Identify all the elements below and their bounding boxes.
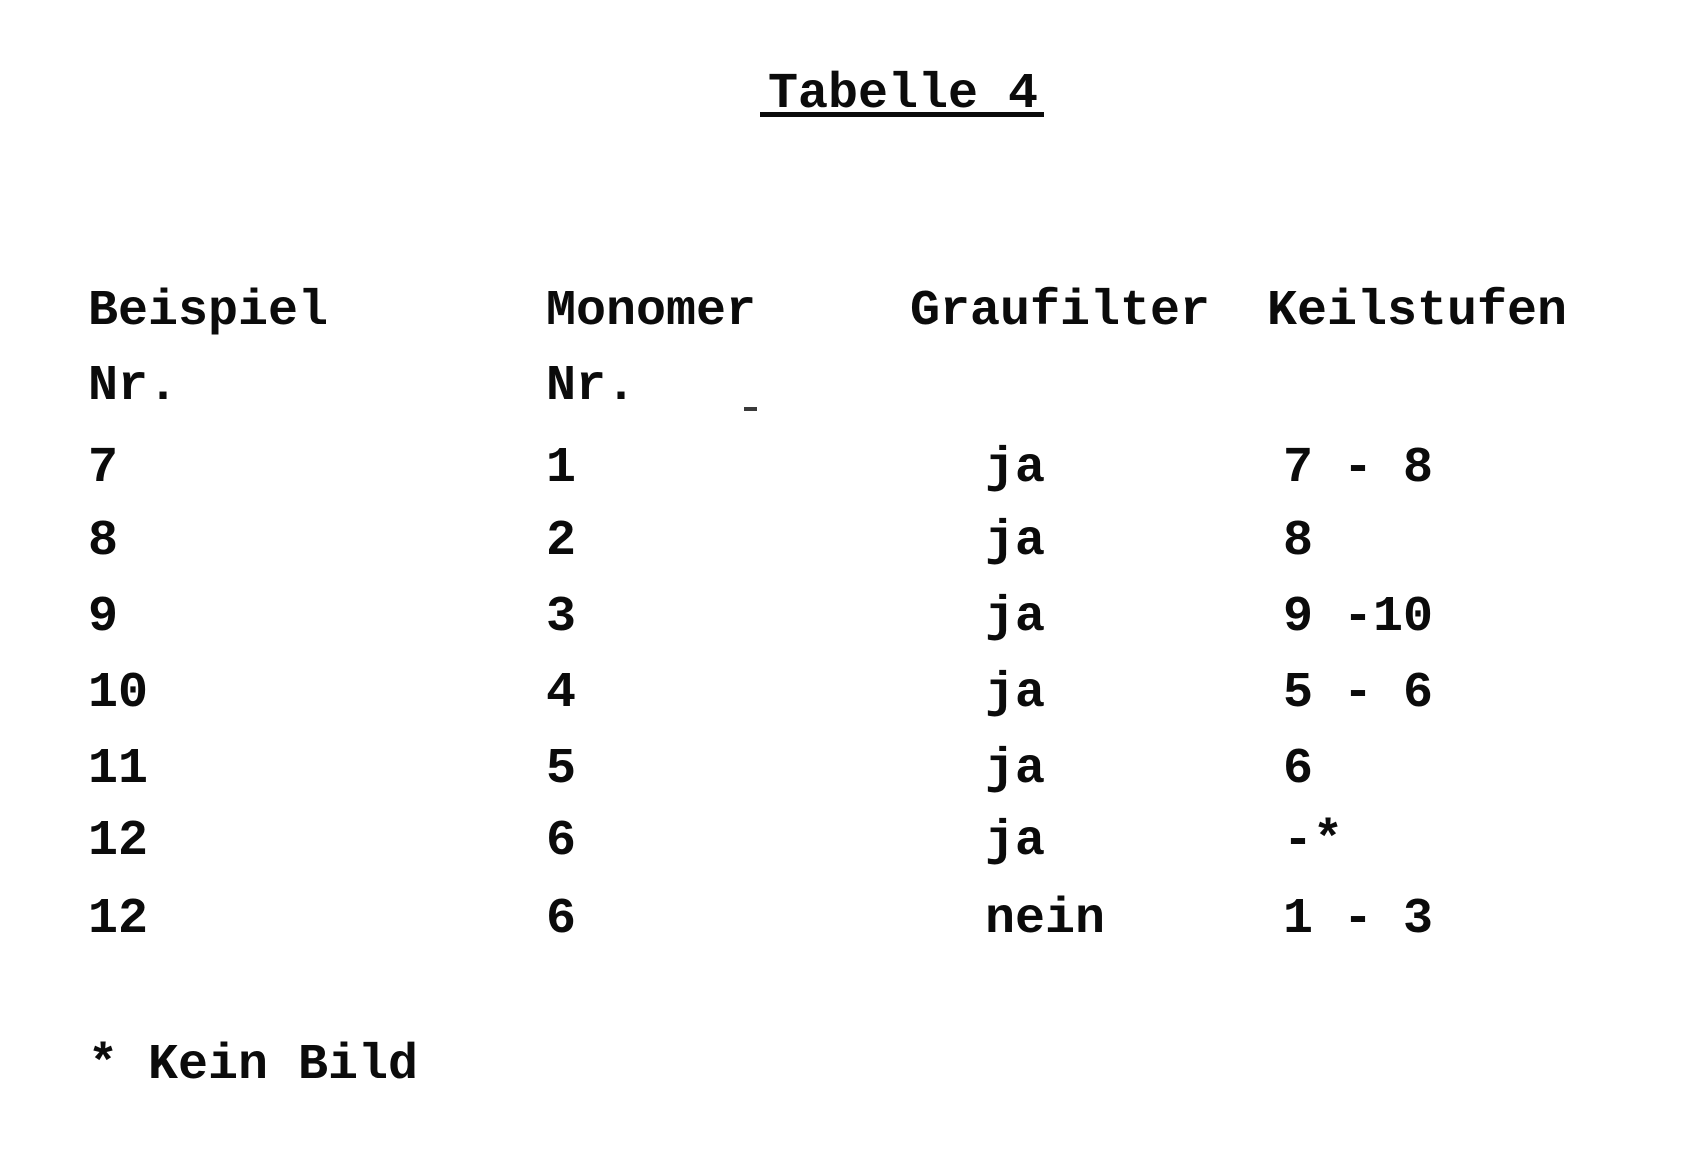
cell-graufilter: ja [985,513,1046,570]
cell-keilstufen: 9 -10 [1283,589,1434,646]
footnote: * Kein Bild [88,1037,419,1094]
cell-beispiel-nr: 12 [88,891,149,948]
cell-monomer-nr: 6 [546,813,577,870]
cell-keilstufen: 1 - 3 [1283,891,1434,948]
col-header-beispiel: Beispiel [88,283,329,340]
cell-graufilter: nein [985,891,1106,948]
cell-beispiel-nr: 11 [88,741,149,798]
col-header-monomer-nr: Nr. [546,358,637,415]
cell-keilstufen: 7 - 8 [1283,440,1434,497]
cell-monomer-nr: 2 [546,513,577,570]
table-header-row-line1: Beispiel Monomer Graufilter Keilstufen [0,287,1688,339]
cell-beispiel-nr: 10 [88,665,149,722]
col-header-monomer: Monomer [546,283,757,340]
cell-beispiel-nr: 7 [88,440,119,497]
cell-graufilter: ja [985,741,1046,798]
cell-graufilter: ja [985,589,1046,646]
cell-graufilter: ja [985,440,1046,497]
cell-keilstufen: 8 [1283,513,1314,570]
cell-keilstufen: 5 - 6 [1283,665,1434,722]
cell-beispiel-nr: 9 [88,589,119,646]
cell-graufilter: ja [985,813,1046,870]
scan-artifact-dash [744,407,757,411]
table-row: 8 2 ja 8 [0,517,1688,569]
cell-monomer-nr: 4 [546,665,577,722]
cell-monomer-nr: 5 [546,741,577,798]
title-underline [760,112,1044,117]
cell-graufilter: ja [985,665,1046,722]
table-row: 12 6 nein 1 - 3 [0,895,1688,947]
table-row: 11 5 ja 6 [0,745,1688,797]
cell-beispiel-nr: 8 [88,513,119,570]
table-row: 7 1 ja 7 - 8 [0,444,1688,496]
cell-keilstufen: 6 [1283,741,1314,798]
table-row: 12 6 ja -* [0,817,1688,869]
cell-monomer-nr: 1 [546,440,577,497]
col-header-keilstufen: Keilstufen [1267,283,1568,340]
cell-keilstufen: -* [1283,813,1344,870]
cell-monomer-nr: 6 [546,891,577,948]
cell-monomer-nr: 3 [546,589,577,646]
table-header-row-line2: Nr. Nr. [0,362,1688,414]
table-title: Tabelle 4 [768,66,1039,123]
col-header-beispiel-nr: Nr. [88,358,179,415]
cell-beispiel-nr: 12 [88,813,149,870]
table-row: 10 4 ja 5 - 6 [0,669,1688,721]
col-header-graufilter: Graufilter [910,283,1211,340]
table-row: 9 3 ja 9 -10 [0,593,1688,645]
